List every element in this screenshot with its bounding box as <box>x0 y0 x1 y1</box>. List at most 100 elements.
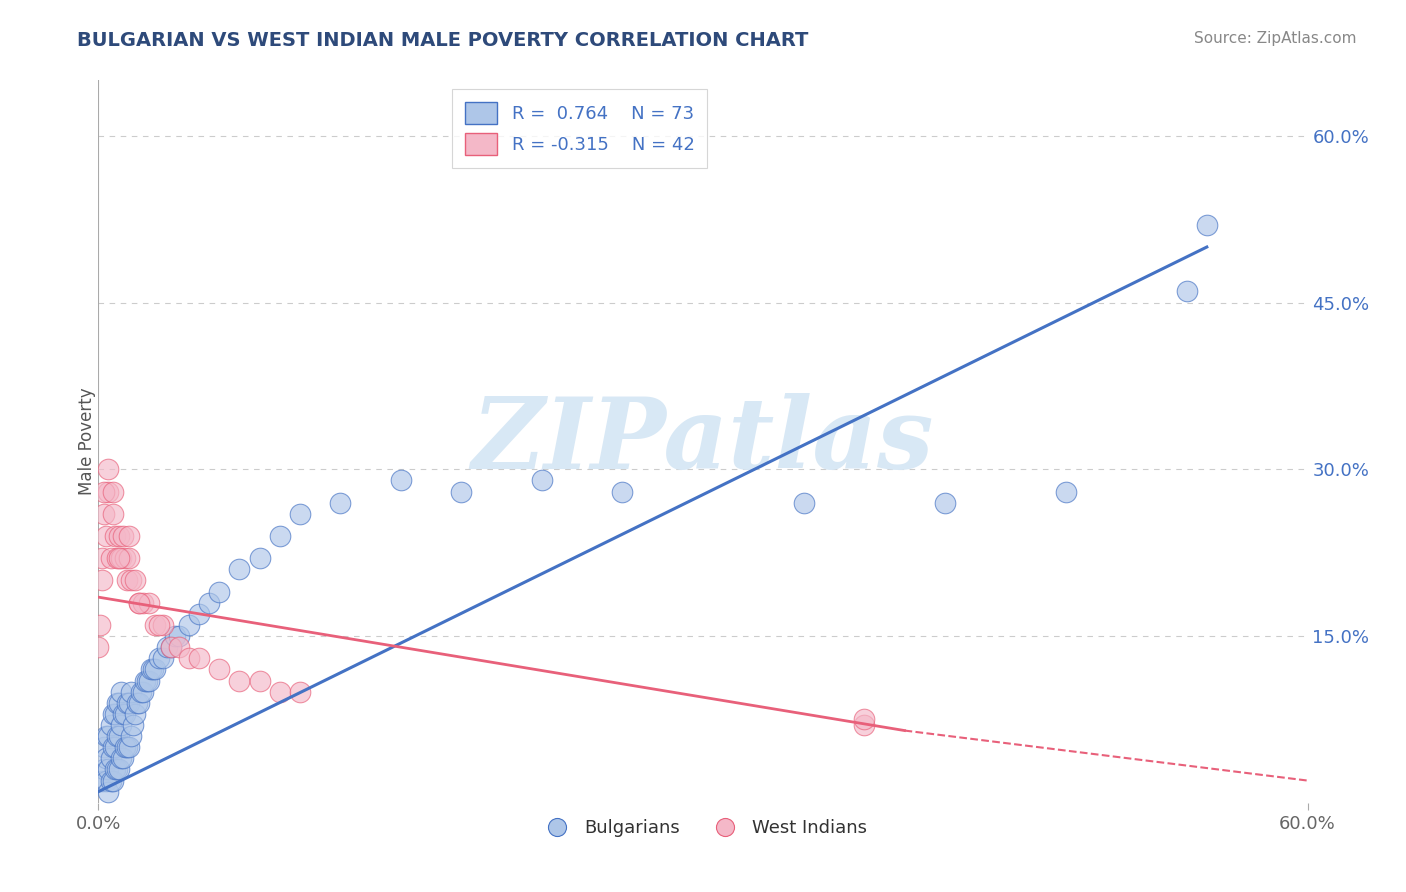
Point <box>135 673 157 688</box>
Point <box>152 651 174 665</box>
Point <box>142 662 165 676</box>
Point <box>156 640 179 655</box>
Point <box>118 551 141 566</box>
Point <box>91 574 114 588</box>
Point <box>114 706 136 721</box>
Point <box>114 740 136 755</box>
Point <box>97 462 120 476</box>
Point <box>148 618 170 632</box>
Point <box>167 640 190 655</box>
Point <box>103 529 125 543</box>
Point <box>198 596 221 610</box>
Point <box>124 574 146 588</box>
Point <box>208 584 231 599</box>
Point <box>1054 484 1077 499</box>
Point <box>1195 218 1218 232</box>
Point <box>110 751 132 765</box>
Point <box>93 507 115 521</box>
Point <box>97 785 120 799</box>
Point <box>612 484 634 499</box>
Legend: Bulgarians, West Indians: Bulgarians, West Indians <box>531 812 875 845</box>
Point <box>100 773 122 788</box>
Point <box>125 696 148 710</box>
Point <box>107 696 129 710</box>
Y-axis label: Male Poverty: Male Poverty <box>79 388 96 495</box>
Point <box>100 718 122 732</box>
Point <box>91 551 114 566</box>
Point <box>124 706 146 721</box>
Point <box>107 729 129 743</box>
Point <box>97 763 120 777</box>
Point <box>105 551 128 566</box>
Point <box>138 673 160 688</box>
Point <box>129 684 152 698</box>
Point <box>96 529 118 543</box>
Point <box>148 651 170 665</box>
Point <box>100 551 122 566</box>
Point <box>288 684 311 698</box>
Point <box>179 618 201 632</box>
Point <box>167 629 190 643</box>
Point <box>111 529 134 543</box>
Point <box>101 484 124 499</box>
Point <box>179 651 201 665</box>
Point <box>120 684 142 698</box>
Point <box>188 607 211 621</box>
Point <box>128 696 150 710</box>
Point <box>160 640 183 655</box>
Point <box>101 507 124 521</box>
Point <box>107 529 129 543</box>
Point <box>143 662 166 676</box>
Point <box>97 729 120 743</box>
Point <box>96 751 118 765</box>
Point <box>389 474 412 488</box>
Point <box>118 529 141 543</box>
Point <box>128 596 150 610</box>
Point <box>93 740 115 755</box>
Point <box>288 507 311 521</box>
Point <box>160 640 183 655</box>
Point <box>163 629 186 643</box>
Point <box>103 763 125 777</box>
Point <box>228 673 250 688</box>
Point <box>114 551 136 566</box>
Point <box>269 529 291 543</box>
Point <box>105 696 128 710</box>
Point <box>105 729 128 743</box>
Point <box>208 662 231 676</box>
Point <box>132 684 155 698</box>
Point <box>97 484 120 499</box>
Point <box>110 718 132 732</box>
Point <box>121 718 143 732</box>
Text: ZIPatlas: ZIPatlas <box>472 393 934 490</box>
Point <box>118 696 141 710</box>
Point <box>249 551 271 566</box>
Point <box>96 729 118 743</box>
Point <box>101 706 124 721</box>
Point <box>128 596 150 610</box>
Point <box>120 574 142 588</box>
Text: Source: ZipAtlas.com: Source: ZipAtlas.com <box>1194 31 1357 46</box>
Point <box>110 684 132 698</box>
Point <box>115 696 138 710</box>
Point <box>107 763 129 777</box>
Point <box>96 773 118 788</box>
Text: BULGARIAN VS WEST INDIAN MALE POVERTY CORRELATION CHART: BULGARIAN VS WEST INDIAN MALE POVERTY CO… <box>77 31 808 50</box>
Point <box>269 684 291 698</box>
Point <box>249 673 271 688</box>
Point <box>111 751 134 765</box>
Point <box>138 596 160 610</box>
Point <box>120 729 142 743</box>
Point <box>93 763 115 777</box>
Point <box>934 496 956 510</box>
Point <box>1175 285 1198 299</box>
Point <box>115 740 138 755</box>
Point <box>105 763 128 777</box>
Point <box>450 484 472 499</box>
Point <box>110 551 132 566</box>
Point <box>530 474 553 488</box>
Point <box>793 496 815 510</box>
Point <box>143 618 166 632</box>
Point <box>118 740 141 755</box>
Point <box>132 596 155 610</box>
